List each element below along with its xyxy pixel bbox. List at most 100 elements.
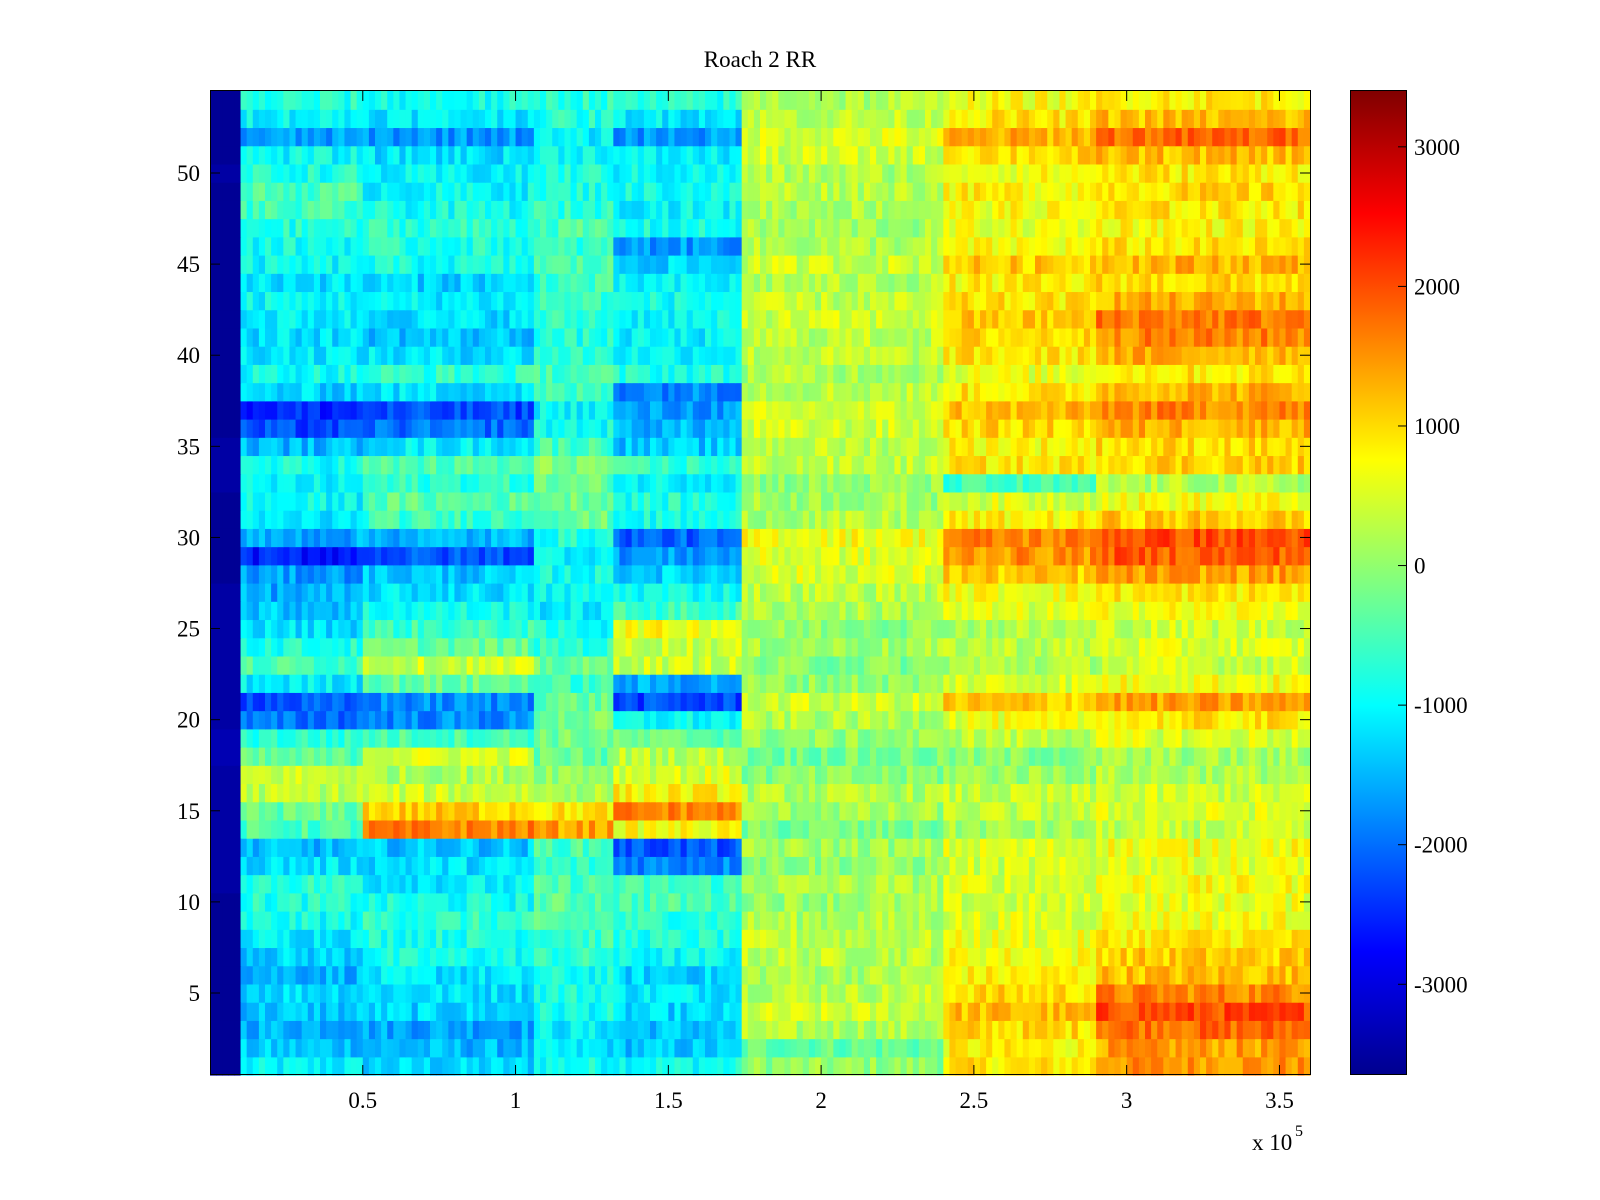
heatmap-cell <box>790 637 798 657</box>
heatmap-cell <box>998 838 1006 857</box>
heatmap-cell <box>1291 892 1299 912</box>
heatmap-cell <box>619 892 627 912</box>
heatmap-cell <box>1242 674 1250 693</box>
heatmap-cell <box>643 765 651 785</box>
heatmap-cell <box>417 601 425 621</box>
heatmap-cell <box>295 911 303 930</box>
heatmap-cell <box>1242 856 1250 876</box>
heatmap-cell <box>436 710 443 730</box>
heatmap-cell <box>692 674 700 693</box>
heatmap-cell <box>992 655 999 675</box>
heatmap-cell <box>717 728 724 748</box>
heatmap-cell <box>1132 801 1140 821</box>
heatmap-cell <box>1242 747 1250 766</box>
heatmap-cell <box>906 747 914 766</box>
heatmap-cell <box>1163 765 1171 785</box>
heatmap-cell <box>485 856 492 876</box>
heatmap-cell <box>643 1038 651 1058</box>
heatmap-cell <box>613 747 621 766</box>
heatmap-cell <box>705 947 712 967</box>
heatmap-cell <box>1138 765 1146 785</box>
heatmap-cell <box>588 583 596 602</box>
heatmap-cell <box>368 874 376 894</box>
heatmap-cell <box>1163 801 1171 821</box>
heatmap-cell <box>986 710 993 730</box>
heatmap-cell <box>1261 838 1268 857</box>
heatmap-cell <box>741 911 749 930</box>
heatmap-cell <box>1200 1020 1207 1040</box>
heatmap-cell <box>546 564 553 584</box>
heatmap-cell <box>466 801 474 821</box>
heatmap-cell <box>1065 911 1073 930</box>
heatmap-cell <box>295 874 303 894</box>
heatmap-cell <box>943 747 951 766</box>
heatmap-cell <box>1071 892 1079 912</box>
heatmap-cell <box>1071 801 1079 821</box>
heatmap-cell <box>1163 965 1171 985</box>
heatmap-cell <box>937 892 944 912</box>
heatmap-cell <box>680 1002 688 1021</box>
heatmap-cell <box>943 838 951 857</box>
heatmap-cell <box>540 564 547 584</box>
heatmap-cell <box>1053 983 1061 1003</box>
heatmap-cell <box>656 983 663 1003</box>
heatmap-cell <box>540 728 547 748</box>
heatmap-cell <box>802 911 810 930</box>
heatmap-cell <box>845 819 853 839</box>
heatmap-cell <box>766 674 773 693</box>
heatmap-cell <box>228 637 236 657</box>
heatmap-cell <box>1126 674 1134 693</box>
heatmap-cell <box>729 1038 737 1058</box>
heatmap-cell <box>723 819 731 839</box>
heatmap-cell <box>344 947 352 967</box>
heatmap-cell <box>717 619 724 639</box>
heatmap-cell <box>1285 801 1293 821</box>
heatmap-cell <box>1224 674 1232 693</box>
heatmap-cell <box>375 710 382 730</box>
heatmap-cell <box>356 1056 364 1076</box>
heatmap-cell <box>692 929 700 949</box>
heatmap-cell <box>417 892 425 912</box>
heatmap-cell <box>729 947 737 967</box>
heatmap-cell <box>1218 583 1226 602</box>
heatmap-cell <box>1236 674 1244 693</box>
heatmap-cell <box>839 747 847 766</box>
heatmap-cell <box>1010 856 1018 876</box>
heatmap-cell <box>967 1038 975 1058</box>
heatmap-cell <box>931 1002 938 1021</box>
heatmap-cell <box>1071 911 1079 930</box>
heatmap-cell <box>472 965 480 985</box>
heatmap-cell <box>1230 838 1238 857</box>
heatmap-cell <box>973 583 981 602</box>
heatmap-cell <box>1303 965 1311 985</box>
heatmap-cell <box>1114 619 1122 639</box>
heatmap-cell <box>1047 728 1054 748</box>
heatmap-cell <box>1010 765 1018 785</box>
heatmap-cell <box>1230 583 1238 602</box>
heatmap-cell <box>497 783 504 803</box>
heatmap-cell <box>442 747 449 766</box>
heatmap-cell <box>876 892 883 912</box>
heatmap-cell <box>760 728 767 748</box>
heatmap-cell <box>643 637 651 657</box>
heatmap-cell <box>1236 1038 1244 1058</box>
heatmap-cell <box>1151 1038 1158 1058</box>
heatmap-cell <box>778 765 786 785</box>
heatmap-cell <box>1028 655 1036 675</box>
heatmap-cell <box>338 692 346 712</box>
heatmap-cell <box>582 911 590 930</box>
heatmap-cell <box>656 911 663 930</box>
heatmap-cell <box>472 1002 480 1021</box>
heatmap-cell <box>998 856 1006 876</box>
heatmap-cell <box>1303 1038 1311 1058</box>
heatmap-cell <box>1102 601 1109 621</box>
heatmap-cell <box>766 583 773 602</box>
heatmap-cell <box>656 601 663 621</box>
heatmap-cell <box>1261 929 1268 949</box>
heatmap-cell <box>1157 619 1164 639</box>
heatmap-cell <box>717 765 724 785</box>
heatmap-cell <box>234 619 242 639</box>
heatmap-cell <box>1053 892 1061 912</box>
heatmap-cell <box>1297 747 1305 766</box>
heatmap-cell <box>717 911 724 930</box>
